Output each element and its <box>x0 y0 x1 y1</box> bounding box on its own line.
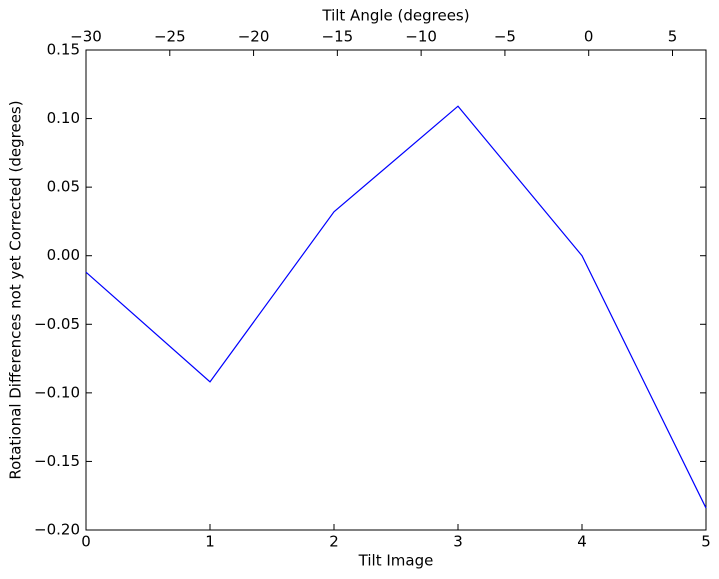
x-tick-label: 2 <box>329 533 339 551</box>
x2-tick-label: −5 <box>494 28 516 46</box>
x-axis-label: Tilt Image <box>358 552 434 570</box>
y-tick-label: −0.15 <box>34 452 80 470</box>
y-axis-label: Rotational Differences not yet Corrected… <box>7 100 25 479</box>
data-line <box>85 105 707 509</box>
y-tick-label: −0.20 <box>34 521 80 539</box>
x2-tick-label: 0 <box>584 28 594 46</box>
x2-tick-label: −25 <box>154 28 186 46</box>
y-tick-label: 0.10 <box>47 109 80 127</box>
x2-tick-label: −20 <box>238 28 270 46</box>
x2-tick-label: −15 <box>322 28 354 46</box>
x2-tick-label: −10 <box>405 28 437 46</box>
x2-tick-label: −30 <box>70 28 102 46</box>
x-tick-label: 5 <box>701 533 711 551</box>
x-tick-label: 1 <box>205 533 215 551</box>
y-tick-label: −0.05 <box>34 315 80 333</box>
x-tick-label: 4 <box>577 533 587 551</box>
plot-frame <box>85 49 707 531</box>
y-tick-label: 0.00 <box>47 246 80 264</box>
x-tick-label: 0 <box>81 533 91 551</box>
x2-axis-label: Tilt Angle (degrees) <box>321 7 469 25</box>
y-tick-label: 0.15 <box>47 41 80 59</box>
x2-tick-label: 5 <box>668 28 678 46</box>
y-tick-label: 0.05 <box>47 178 80 196</box>
x-tick-label: 3 <box>453 533 463 551</box>
y-tick-label: −0.10 <box>34 383 80 401</box>
